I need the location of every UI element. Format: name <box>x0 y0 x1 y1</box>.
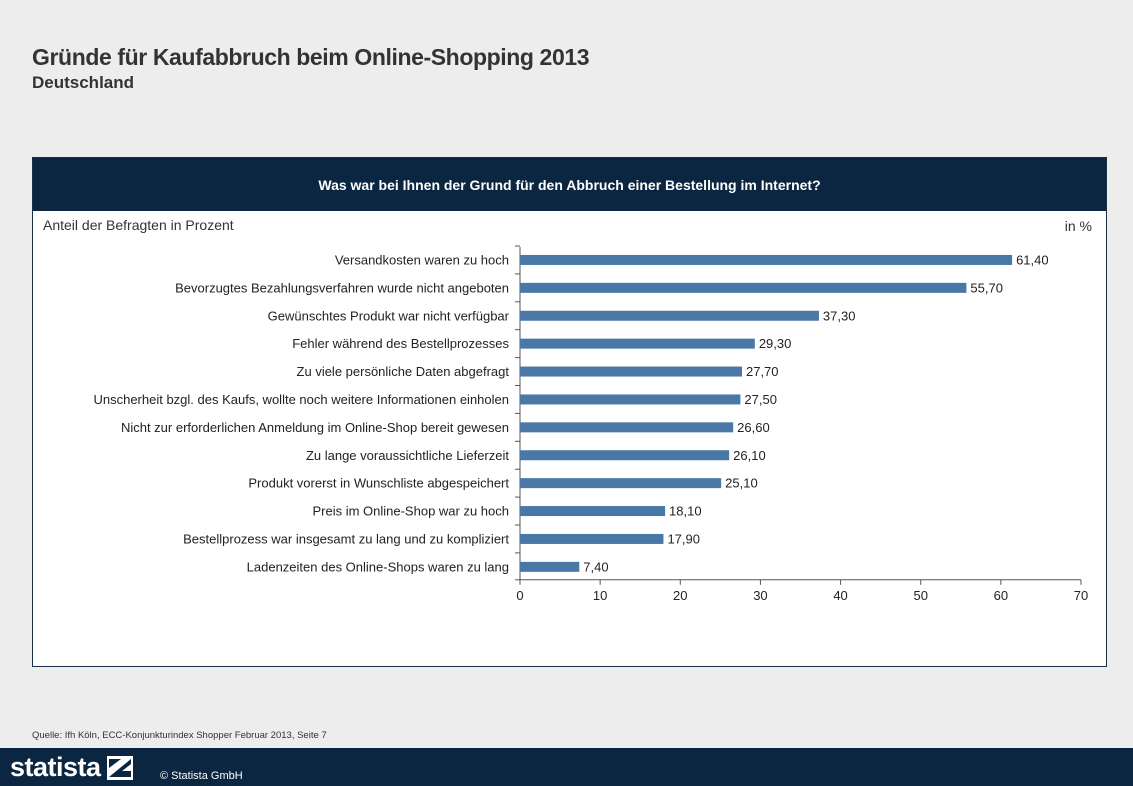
statista-logo[interactable]: statista <box>10 752 133 783</box>
value-label: 26,10 <box>733 448 766 463</box>
category-label: Zu viele persönliche Daten abgefragt <box>297 364 510 379</box>
value-label: 18,10 <box>669 504 702 519</box>
category-label: Unscherheit bzgl. des Kaufs, wollte noch… <box>93 392 509 407</box>
category-label: Bestellprozess war insgesamt zu lang und… <box>183 531 509 546</box>
category-label: Preis im Online-Shop war zu hoch <box>312 504 509 519</box>
category-label: Fehler während des Bestellprozesses <box>292 336 509 351</box>
statista-logo-icon <box>107 756 133 780</box>
bar <box>520 534 663 544</box>
bar-chart: Versandkosten waren zu hoch 61,40 Bevorzug… <box>33 158 1108 668</box>
bar <box>520 394 740 404</box>
copyright-text: © Statista GmbH <box>160 770 243 782</box>
footer-bar: statista © Statista GmbH <box>0 748 1133 786</box>
bar <box>520 478 721 488</box>
value-label: 55,70 <box>970 280 1003 295</box>
value-label: 26,60 <box>737 420 770 435</box>
category-label: Produkt vorerst in Wunschliste abgespeic… <box>248 476 509 491</box>
category-label: Bevorzugtes Bezahlungsverfahren wurde ni… <box>175 280 509 295</box>
category-label: Zu lange voraussichtliche Lieferzeit <box>306 448 509 463</box>
x-tick-label: 60 <box>994 588 1008 603</box>
x-tick-label: 50 <box>913 588 927 603</box>
x-tick-label: 40 <box>833 588 847 603</box>
bar <box>520 283 966 293</box>
bar <box>520 422 733 432</box>
source-note: Quelle: Ifh Köln, ECC-Konjunkturindex Sh… <box>32 730 327 741</box>
chart-title: Gründe für Kaufabbruch beim Online-Shopp… <box>32 44 589 71</box>
chart-subtitle: Deutschland <box>32 73 134 93</box>
category-label: Nicht zur erforderlichen Anmeldung im On… <box>121 420 509 435</box>
logo-wordmark: statista <box>10 752 101 783</box>
value-label: 61,40 <box>1016 252 1049 267</box>
bar <box>520 339 755 349</box>
bar <box>520 562 579 572</box>
bar <box>520 450 729 460</box>
value-label: 29,30 <box>759 336 792 351</box>
x-tick-label: 20 <box>673 588 687 603</box>
value-label: 7,40 <box>583 559 608 574</box>
value-label: 37,30 <box>823 308 856 323</box>
value-label: 27,70 <box>746 364 779 379</box>
value-label: 17,90 <box>667 531 700 546</box>
x-tick-label: 30 <box>753 588 767 603</box>
category-label: Ladenzeiten des Online-Shops waren zu la… <box>247 559 509 574</box>
category-label: Gewünschtes Produkt war nicht verfügbar <box>268 308 510 323</box>
bar <box>520 367 742 377</box>
value-label: 27,50 <box>744 392 777 407</box>
x-tick-label: 0 <box>516 588 523 603</box>
x-tick-label: 70 <box>1074 588 1088 603</box>
chart-panel: Was war bei Ihnen der Grund für den Abbr… <box>32 157 1107 667</box>
x-tick-label: 10 <box>593 588 607 603</box>
bar <box>520 506 665 516</box>
category-label: Versandkosten waren zu hoch <box>335 252 509 267</box>
bar <box>520 255 1012 265</box>
bar <box>520 311 819 321</box>
value-label: 25,10 <box>725 476 758 491</box>
